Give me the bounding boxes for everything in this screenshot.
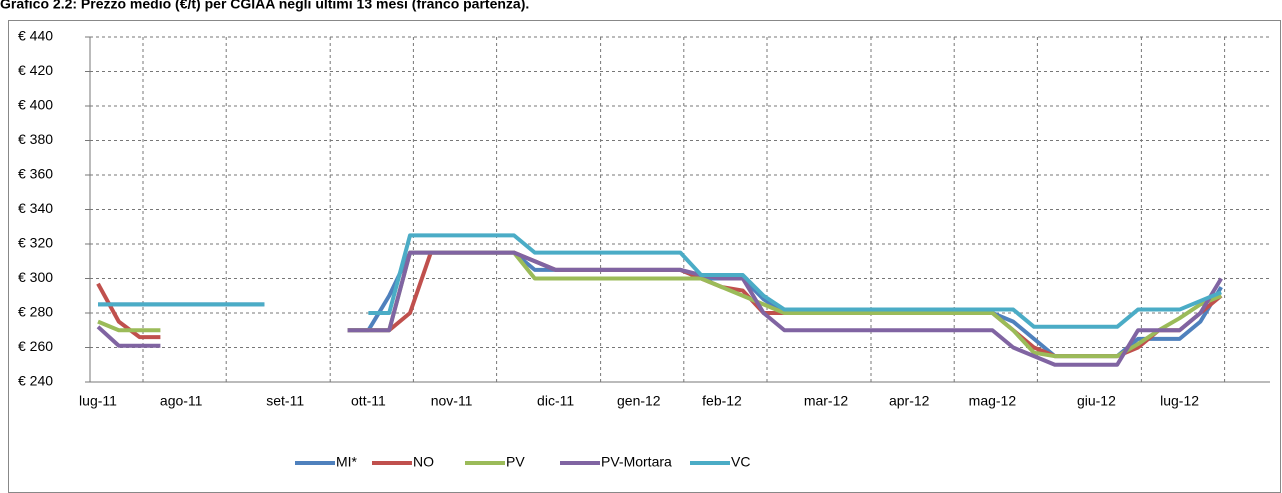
legend-label: NO	[413, 454, 434, 470]
y-tick-label: € 280	[18, 304, 53, 320]
y-tick-label: € 440	[18, 28, 53, 44]
x-tick-label: apr-12	[889, 393, 930, 409]
series-line	[96, 250, 1223, 367]
x-tick-label: lug-12	[1160, 393, 1199, 409]
x-tick-label: mag-12	[969, 393, 1017, 409]
chart-title: Grafico 2.2: Prezzo medio (€/t) per CGIA…	[0, 0, 529, 12]
y-tick-label: € 300	[18, 269, 53, 285]
y-tick-label: € 380	[18, 131, 53, 147]
x-tick-label: ago-11	[160, 393, 203, 409]
x-tick-label: feb-12	[702, 393, 742, 409]
y-tick-label: € 240	[18, 373, 53, 389]
y-tick-label: € 420	[18, 62, 53, 78]
series-line	[98, 233, 1222, 329]
y-tick-label: € 400	[18, 97, 53, 113]
legend-label: MI*	[336, 454, 358, 470]
y-tick-label: € 320	[18, 235, 53, 251]
legend-label: VC	[731, 454, 750, 470]
x-tick-label: set-11	[266, 393, 304, 409]
chart-border	[8, 20, 1281, 493]
y-tick-label: € 360	[18, 166, 53, 182]
x-tick-label: dic-11	[537, 393, 574, 409]
y-tick-label: € 340	[18, 200, 53, 216]
legend-label: PV-Mortara	[601, 454, 672, 470]
x-tick-label: lug-11	[79, 393, 117, 409]
x-tick-label: mar-12	[804, 393, 849, 409]
legend-label: PV	[506, 454, 525, 470]
x-tick-label: gen-12	[617, 393, 661, 409]
x-tick-label: nov-11	[431, 393, 473, 409]
x-tick-label: ott-11	[351, 393, 386, 409]
x-tick-label: giu-12	[1077, 393, 1116, 409]
y-tick-label: € 260	[18, 338, 53, 354]
